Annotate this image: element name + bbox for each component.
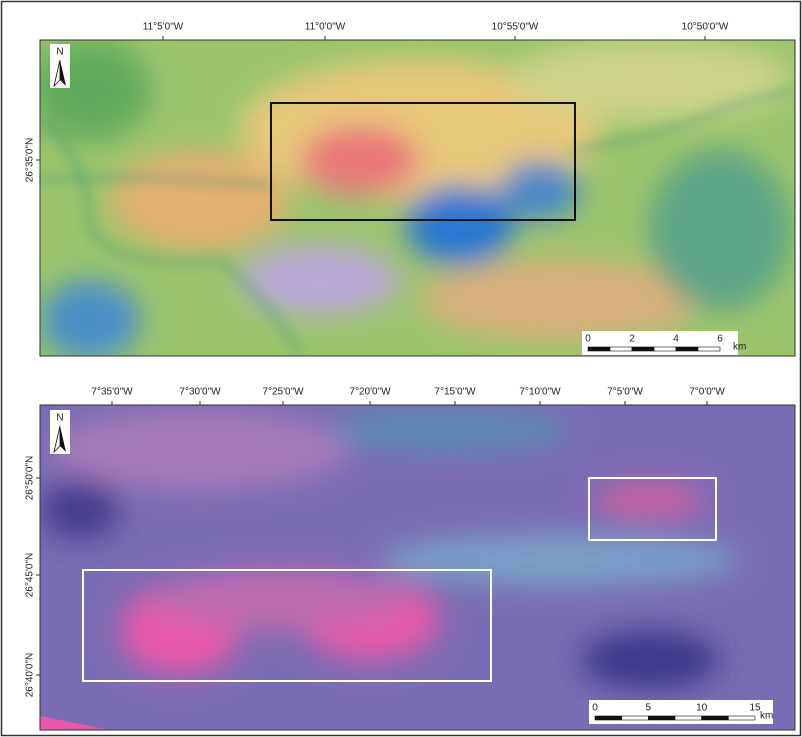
scale-segment [632, 347, 654, 351]
scale-unit: km [733, 342, 746, 353]
scale-segment [698, 347, 720, 351]
scale-label: 4 [673, 334, 679, 345]
top-map [30, 40, 795, 360]
y-label: 26°40'0"N [25, 653, 36, 698]
north-arrow: N [50, 410, 70, 454]
scale-label: 5 [646, 703, 652, 714]
x-label: 7°30'0"W [179, 387, 221, 398]
x-label: 7°0'0"W [689, 387, 725, 398]
x-label: 7°20'0"W [349, 387, 391, 398]
north-label: N [56, 47, 63, 58]
scale-bg [582, 331, 738, 355]
x-label: 11°0'0"W [305, 22, 346, 33]
north-label: N [56, 413, 63, 424]
scale-segment [728, 716, 755, 720]
x-label: 7°25'0"W [262, 387, 304, 398]
scale-bg [589, 700, 773, 724]
north-arrow: N [50, 44, 70, 88]
scale-segment [595, 716, 622, 720]
bottom-map [40, 405, 795, 730]
scale-segment [648, 716, 675, 720]
scale-segment [588, 347, 610, 351]
scale-label: 10 [696, 703, 708, 714]
scale-segment [654, 347, 676, 351]
scale-segment [676, 347, 698, 351]
scale-segment [702, 716, 729, 720]
x-label: 10°55'0"W [492, 22, 539, 33]
y-label: 26°45'0"N [25, 553, 36, 598]
scale-segment [610, 347, 632, 351]
figure: 11°5'0"W 11°0'0"W 10°55'0"W 10°50'0"W 26°35'… [0, 0, 802, 737]
scale-label: 0 [592, 703, 598, 714]
scale-unit: km [760, 711, 773, 722]
scale-label: 0 [585, 334, 591, 345]
x-label: 7°15'0"W [434, 387, 476, 398]
x-label: 11°5'0"W [143, 22, 184, 33]
y-label: 26°35'0"N [25, 138, 36, 183]
scale-segment [675, 716, 702, 720]
x-label: 7°5'0"W [607, 387, 643, 398]
x-label: 7°10'0"W [519, 387, 561, 398]
x-label: 7°35'0"W [91, 387, 133, 398]
scale-label: 6 [717, 334, 723, 345]
x-label: 10°50'0"W [682, 22, 729, 33]
scale-label: 2 [629, 334, 635, 345]
scale-segment [622, 716, 649, 720]
y-label: 26°50'0"N [25, 456, 36, 501]
